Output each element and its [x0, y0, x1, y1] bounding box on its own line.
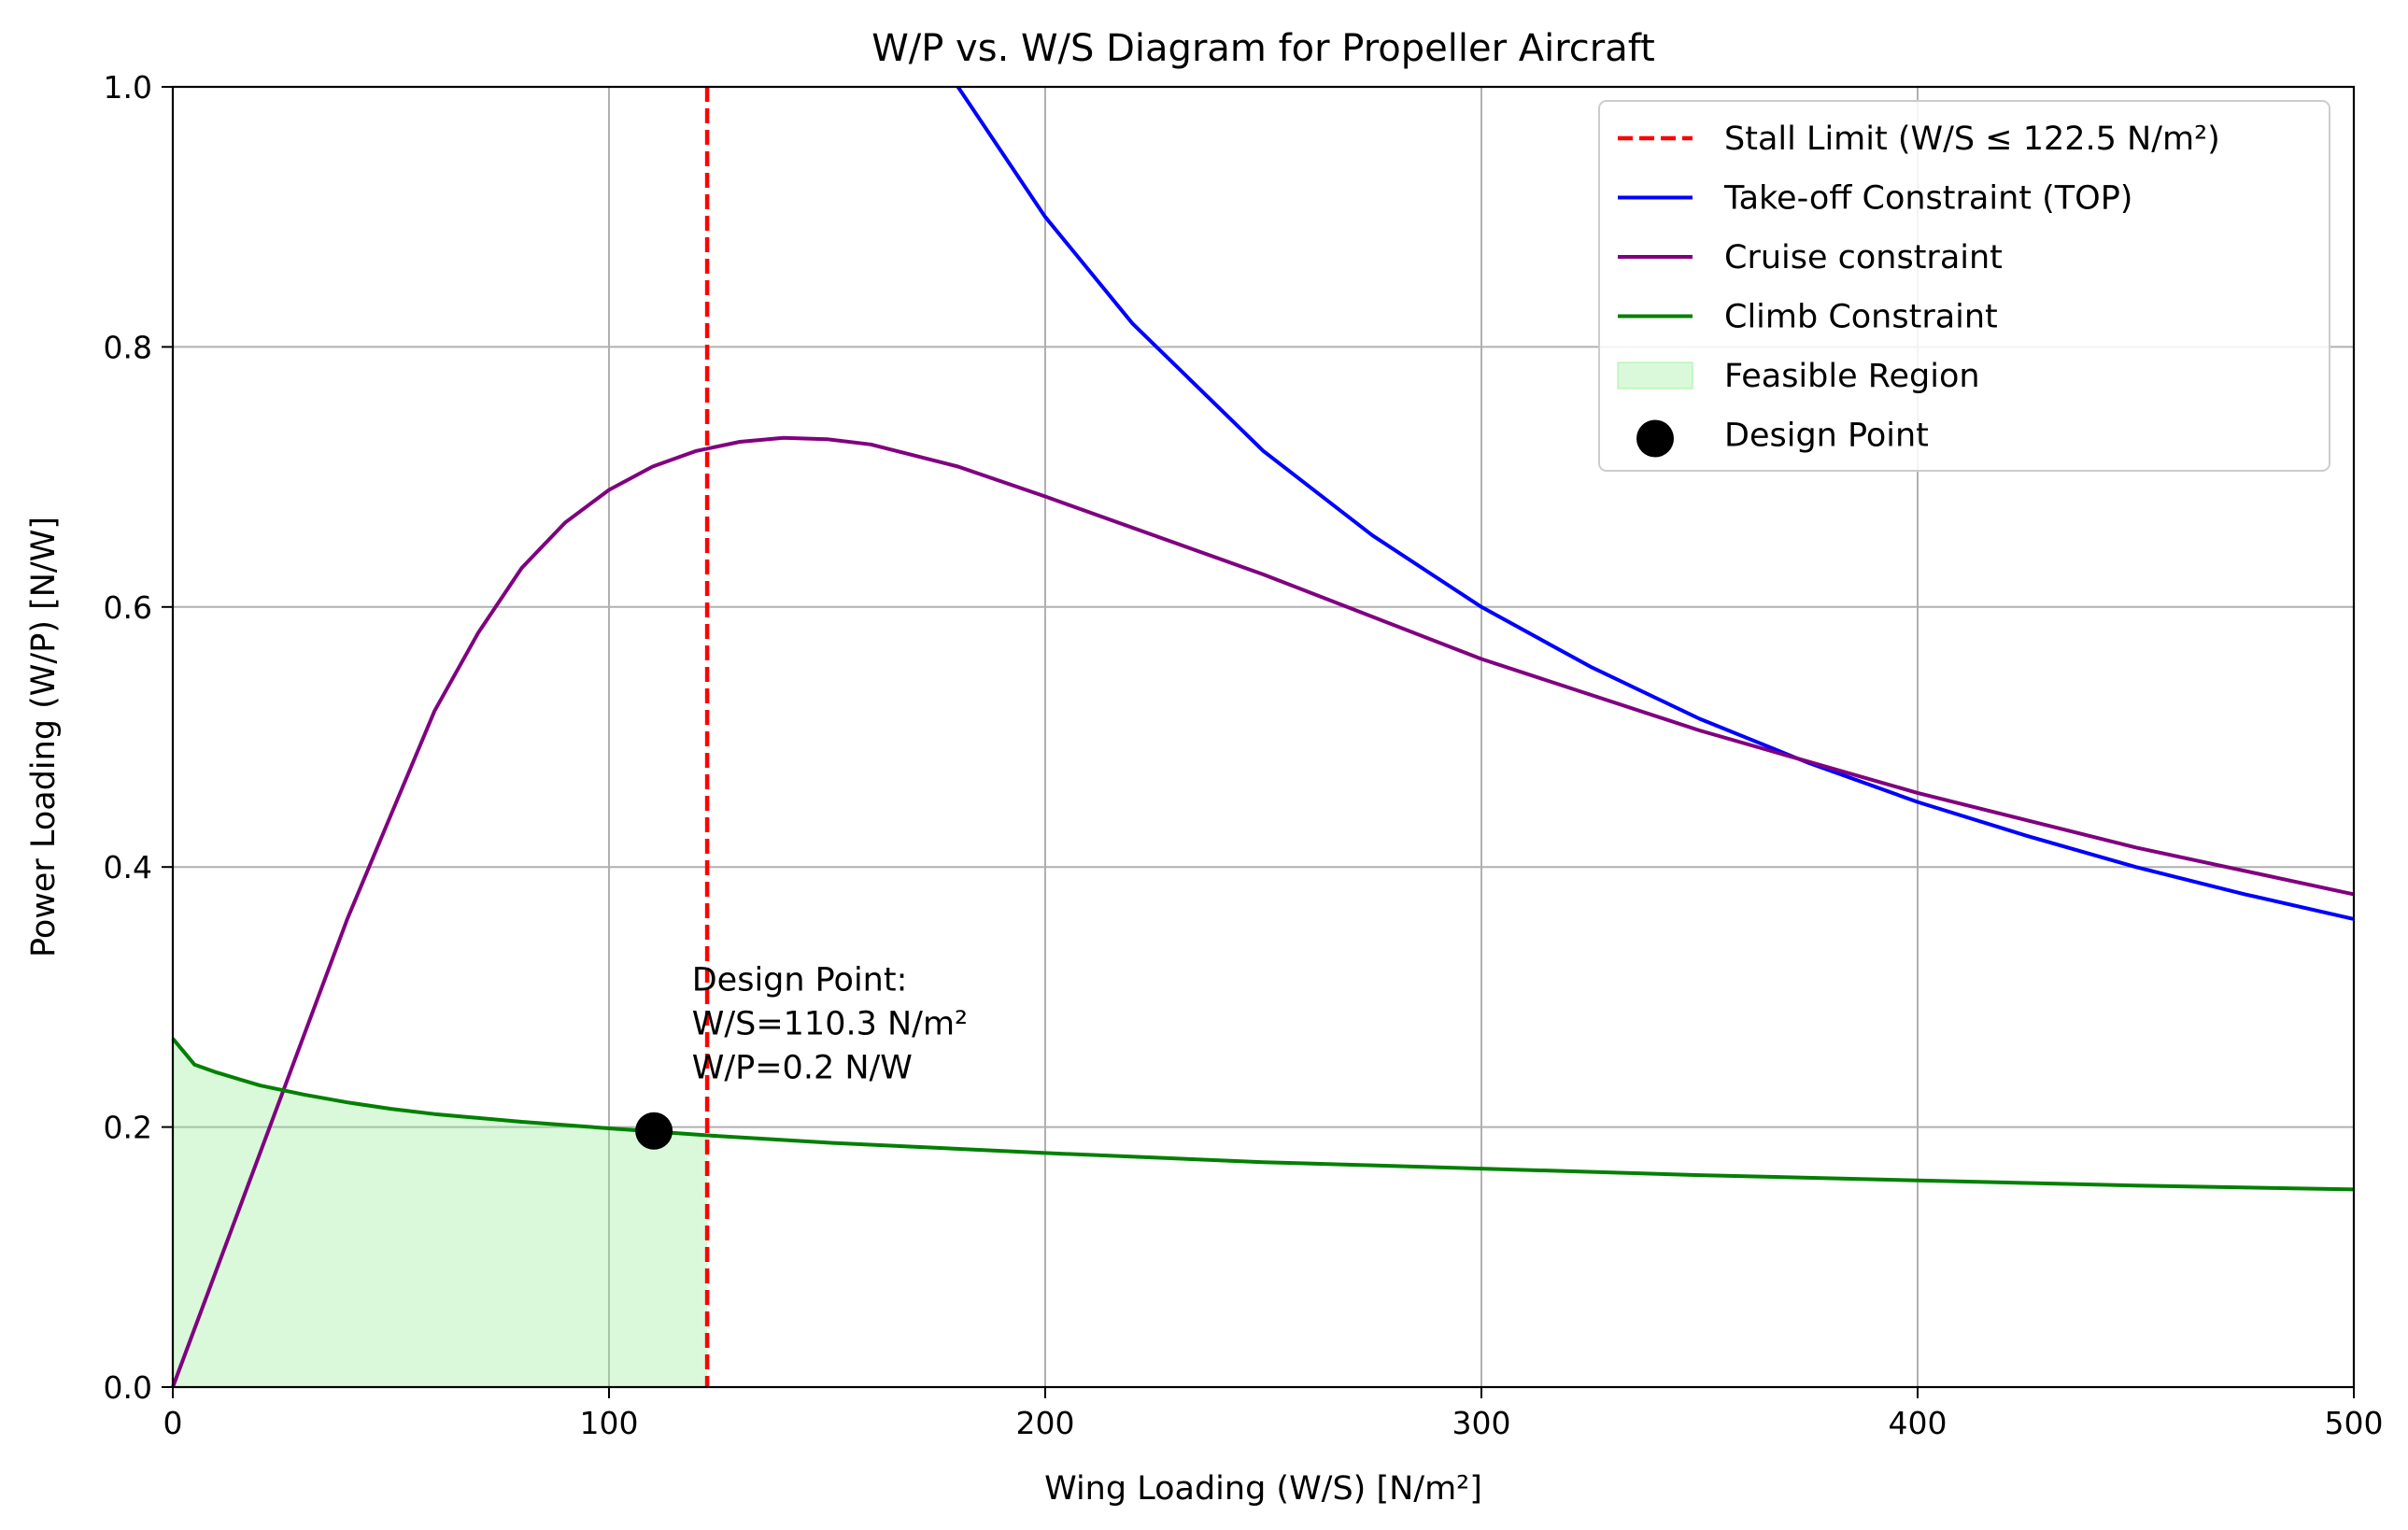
annotation-line: W/P=0.2 N/W	[692, 1049, 913, 1086]
legend-box	[1598, 100, 2330, 472]
y-tick-label: 1.0	[104, 69, 152, 106]
legend-label: Feasible Region	[1724, 358, 1980, 395]
legend: Stall Limit (W/S ≤ 122.5 N/m²) Take-off C…	[1598, 100, 2330, 472]
legend-swatch	[1636, 419, 1674, 458]
plot-frame	[171, 85, 2356, 1389]
y-tick-label: 0.0	[104, 1369, 152, 1406]
y-tick-label: 0.4	[104, 849, 152, 885]
x-tick-label: 100	[580, 1405, 639, 1441]
legend-label: Take-off Constraint (TOP)	[1723, 180, 2132, 218]
y-axis-label: Power Loading (W/P) [N/W]	[25, 517, 63, 957]
legend-label: Design Point	[1724, 418, 1929, 455]
annotation-line: Design Point:	[692, 961, 908, 999]
chart-title: W/P vs. W/S Diagram for Propeller Aircra…	[871, 27, 1655, 70]
legend-swatch	[1617, 361, 1693, 390]
x-axis-label: Wing Loading (W/S) [N/m²]	[1044, 1470, 1482, 1508]
axis-ticks: 0 100 200 300 400 500 0.0 0.2 0.4 0.6 0.8 1.0	[104, 69, 2384, 1441]
x-tick-label: 300	[1452, 1405, 1511, 1441]
x-tick-label: 200	[1016, 1405, 1075, 1441]
x-tick-label: 400	[1889, 1405, 1948, 1441]
x-tick-label: 0	[163, 1405, 183, 1441]
design-point-annotation: Design Point: W/S=110.3 N/m² W/P=0.2 N/W	[692, 961, 968, 1086]
series-take-off-constraint-top	[956, 85, 2355, 921]
series-climb-constraint	[171, 1037, 2355, 1192]
design-point-marker	[635, 1112, 673, 1150]
y-tick-label: 0.8	[104, 329, 152, 365]
annotation-line: W/S=110.3 N/m²	[692, 1005, 968, 1042]
legend-label: Stall Limit (W/S ≤ 122.5 N/m²)	[1724, 120, 2220, 158]
y-tick-label: 0.2	[104, 1110, 152, 1146]
legend-label: Cruise constraint	[1724, 239, 2003, 276]
x-tick-label: 500	[2325, 1405, 2384, 1441]
series-layer	[171, 85, 2355, 1388]
series-cruise-constraint	[171, 435, 2355, 1388]
legend-label: Climb Constraint	[1724, 299, 1998, 336]
y-tick-label: 0.6	[104, 589, 152, 626]
